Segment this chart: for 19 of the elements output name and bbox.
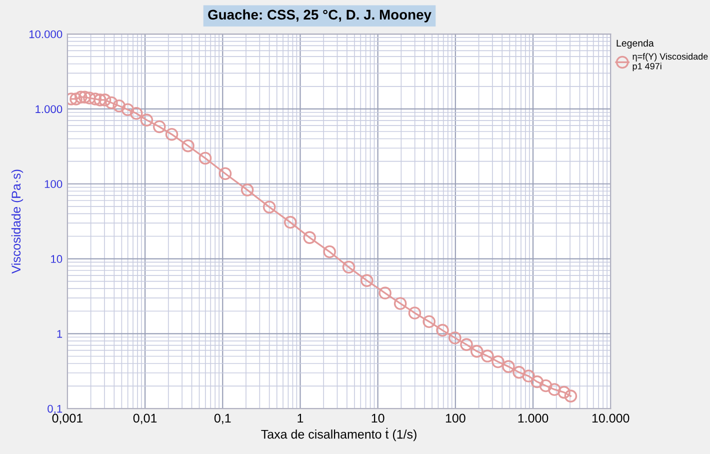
x-tick-label: 10.000 (592, 414, 630, 423)
y-tick-label: 0,1 (48, 404, 62, 414)
y-tick-label: 1.000 (36, 105, 62, 114)
y-tick-label: 100 (44, 180, 62, 188)
y-tick-label: 10.000 (29, 30, 62, 38)
legend-title: Legenda (616, 39, 654, 49)
x-tick-label: 0,001 (52, 414, 82, 424)
y-axis-title: Viscosidade (Pa·s) (11, 170, 24, 274)
x-tick-label: 0,1 (214, 414, 231, 424)
x-tick-label: 10 (372, 414, 384, 423)
legend-label: η=f(Y) Viscosidade p1 497i (632, 53, 708, 72)
x-tick-label: 100 (446, 414, 466, 423)
chart-title: Guache: CSS, 25 °C, D. J. Mooney (208, 9, 432, 22)
x-tick-label: 1.000 (518, 414, 548, 423)
y-tick-label: 10 (51, 255, 62, 263)
y-tick-label: 1 (57, 330, 62, 338)
x-tick-label: 0,01 (133, 414, 157, 424)
x-axis-title: Taxa de cisalhamento ṫ (1/s) (261, 428, 416, 442)
x-tick-label: 1 (298, 414, 304, 423)
